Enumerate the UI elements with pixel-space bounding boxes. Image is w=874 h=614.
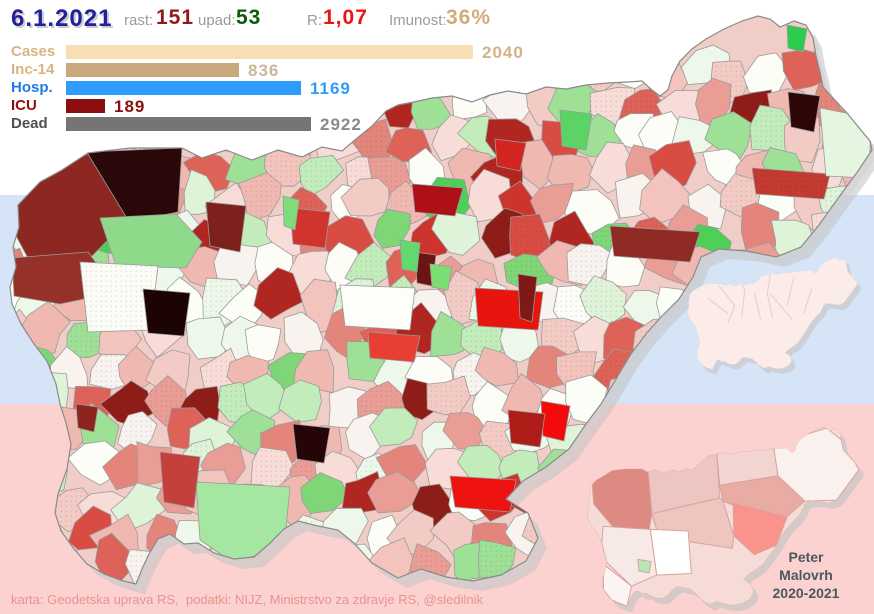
bar-value: 189 [114,97,146,116]
author-first-name: Peter [788,549,824,565]
bar-fill [66,45,473,59]
bar-fill [66,99,105,113]
inset-regions-map [687,257,858,370]
bar-label: ICU [11,97,37,114]
header-stats: 6.1.2021 rast: 151 upad: 53 R: 1,07 Imun… [0,0,874,40]
bar-label: Cases [11,43,56,60]
bar-row-hosp: Hosp. 1169 [11,79,611,98]
growth-value: 151 [156,6,195,29]
bar-fill [66,81,301,95]
bar-value: 1169 [310,79,351,98]
bar-row-icu: ICU 189 [11,97,611,116]
immunity-value: 36% [446,6,492,29]
bar-row-inc14: Inc-14 836 [11,61,611,80]
bar-label: Hosp. [11,79,53,96]
decline-label: upad: [198,12,236,29]
bar-value: 2922 [320,115,362,134]
data-source-credit: karta: Geodetska uprava RS, podatki: NIJ… [11,592,483,607]
bar-row-dead: Dead 2922 [11,115,611,134]
author-years: 2020-2021 [772,585,840,601]
bar-label: Dead [11,115,48,132]
date-label: 6.1.2021 [11,5,113,32]
bar-value: 836 [248,61,280,80]
author-last-name: Malovrh [779,567,833,583]
decline-value: 53 [236,6,262,29]
bar-row-cases: Cases 2040 [11,43,611,62]
r-number-label: R: [307,12,322,29]
immunity-label: Imunost: [389,12,447,29]
stats-bar-chart: Cases 2040 Inc-14 836 Hosp. 1169 ICU 189… [11,43,611,134]
bar-label: Inc-14 [11,61,55,78]
bar-fill [66,63,239,77]
bar-fill [66,117,311,131]
author-signature: Peter Malovrh 2020-2021 [756,548,856,602]
r-number-value: 1,07 [323,6,368,29]
growth-label: rast: [124,12,154,29]
bar-value: 2040 [482,43,524,62]
